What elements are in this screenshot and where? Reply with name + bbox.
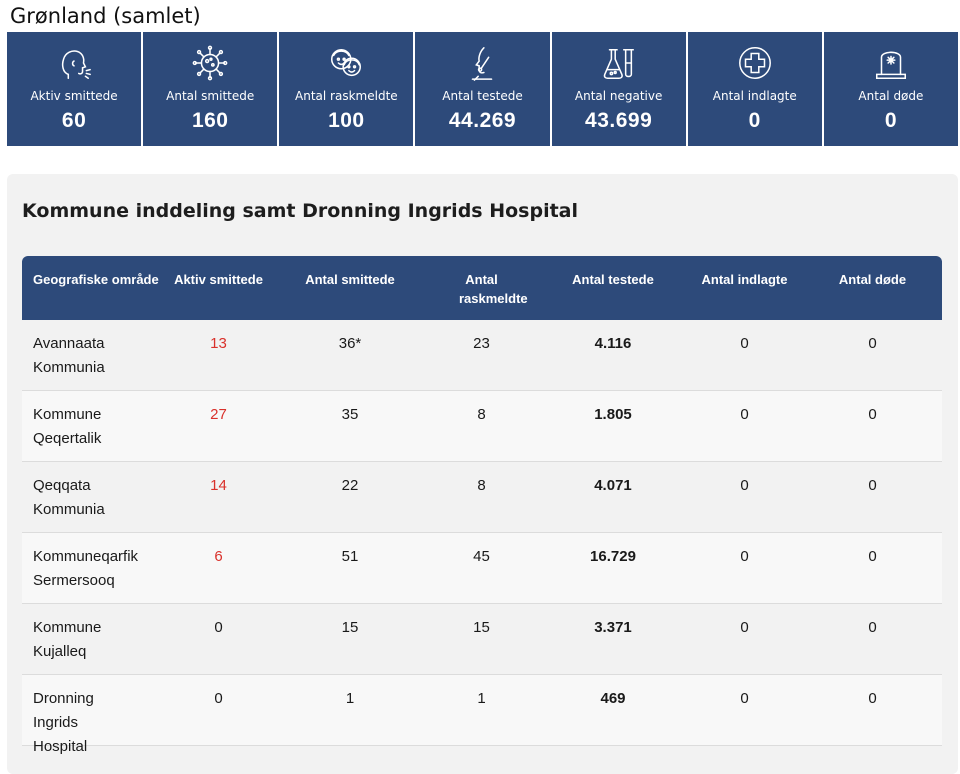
medical-cross-icon — [736, 40, 774, 86]
table-row: Qeqqata Kommunia 14 22 8 4.071 0 0 — [22, 462, 942, 533]
active-cell: 0 — [214, 690, 223, 707]
table-row: Kommune Kujalleq 0 15 15 3.371 0 0 — [22, 604, 942, 675]
stat-value: 0 — [884, 109, 897, 132]
stat-value: 160 — [191, 109, 229, 132]
table-header: Geografiske område Aktiv smittede Antal … — [22, 256, 942, 320]
stat-value: 43.699 — [585, 109, 653, 132]
municipality-table: Geografiske område Aktiv smittede Antal … — [22, 256, 942, 755]
table-row: Kommuneqarfik Sermersooq 6 51 45 16.729 … — [22, 533, 942, 604]
table-row: Avannaata Kommunia 13 36* 23 4.116 0 0 — [22, 320, 942, 391]
active-cell: 0 — [214, 619, 223, 636]
stat-label: Antal negative — [574, 89, 663, 103]
stat-value: 0 — [748, 109, 761, 132]
deaths-cell: 0 — [868, 548, 877, 565]
stats-bar: Aktiv smittede 60 Antal smittede 160 — [7, 32, 958, 146]
gravestone-icon — [872, 40, 910, 86]
column-header: Antal smittede — [305, 272, 395, 287]
tested-cell: 1.805 — [594, 406, 632, 423]
area-name: Kommune Kujalleq — [33, 619, 102, 660]
admitted-cell: 0 — [740, 619, 749, 636]
tested-cell: 16.729 — [590, 548, 636, 565]
tested-cell: 469 — [600, 690, 626, 707]
stat-value: 100 — [328, 109, 365, 132]
recovered-cell: 8 — [477, 477, 486, 494]
admitted-cell: 0 — [740, 690, 749, 707]
active-cell: 13 — [210, 335, 227, 352]
area-name: Kommuneqarfik Sermersooq — [33, 548, 139, 589]
stat-total-infected: Antal smittede 160 — [143, 32, 280, 146]
active-cell: 6 — [214, 548, 223, 565]
infected-cell: 51 — [341, 548, 359, 565]
stat-active-infected: Aktiv smittede 60 — [7, 32, 144, 146]
stat-label: Antal døde — [858, 89, 924, 103]
tested-cell: 3.371 — [594, 619, 632, 636]
page-title: Grønland (samlet) — [10, 4, 201, 28]
admitted-cell: 0 — [740, 548, 749, 565]
deaths-cell: 0 — [868, 477, 877, 494]
table-row: Kommune Qeqertalik 27 35 8 1.805 0 0 — [22, 391, 942, 462]
column-header: Antal testede — [572, 272, 654, 287]
table-row: Dronning Ingrids Hospital 0 1 1 469 0 0 — [22, 675, 942, 755]
column-header: Geografiske område — [33, 272, 159, 287]
infected-cell: 22 — [341, 477, 359, 494]
deaths-cell: 0 — [868, 335, 877, 352]
area-name: Dronning Ingrids Hospital — [33, 690, 94, 755]
virus-icon — [191, 40, 229, 86]
area-name: Kommune Qeqertalik — [33, 406, 102, 447]
healthy-people-icon — [327, 40, 365, 86]
admitted-cell: 0 — [740, 335, 749, 352]
stat-label: Aktiv smittede — [30, 89, 118, 103]
admitted-cell: 0 — [740, 406, 749, 423]
deaths-cell: 0 — [868, 619, 877, 636]
stat-value: 60 — [61, 109, 87, 132]
infected-cell: 15 — [341, 619, 359, 636]
stat-admitted: Antal indlagte 0 — [688, 32, 824, 146]
admitted-cell: 0 — [740, 477, 749, 494]
stat-recovered: Antal raskmeldte 100 — [279, 32, 416, 146]
recovered-cell: 8 — [477, 406, 486, 423]
active-cell: 27 — [210, 406, 227, 423]
recovered-cell: 45 — [473, 548, 490, 565]
stat-deaths: Antal døde 0 — [824, 32, 958, 146]
infected-cell: 1 — [345, 690, 355, 707]
recovered-cell: 23 — [473, 335, 490, 352]
table-body: Avannaata Kommunia 13 36* 23 4.116 0 0 K… — [22, 320, 942, 755]
infected-cell: 36* — [338, 335, 362, 352]
stat-tested: Antal testede 44.269 — [415, 32, 552, 146]
stat-label: Antal raskmeldte — [295, 89, 398, 103]
tested-cell: 4.116 — [594, 335, 632, 352]
area-name: Qeqqata Kommunia — [33, 477, 105, 518]
recovered-cell: 15 — [473, 619, 490, 636]
area-name: Avannaata Kommunia — [33, 335, 105, 376]
column-header: Antal døde — [838, 272, 907, 287]
coughing-person-icon — [55, 40, 93, 86]
stat-label: Antal indlagte — [712, 89, 797, 103]
infected-cell: 35 — [341, 406, 359, 423]
deaths-cell: 0 — [868, 690, 877, 707]
tested-cell: 4.071 — [594, 477, 632, 494]
column-header: Antal raskmeldte — [459, 272, 528, 306]
municipality-panel: Kommune inddeling samt Dronning Ingrids … — [7, 174, 958, 774]
stat-label: Antal testede — [442, 89, 523, 103]
stat-label: Antal smittede — [166, 89, 255, 103]
deaths-cell: 0 — [868, 406, 877, 423]
lab-flask-icon — [600, 40, 638, 86]
stat-negative: Antal negative 43.699 — [552, 32, 688, 146]
stat-value: 44.269 — [448, 109, 517, 132]
panel-title: Kommune inddeling samt Dronning Ingrids … — [22, 200, 579, 222]
active-cell: 14 — [210, 477, 227, 494]
column-header: Antal indlagte — [701, 272, 788, 287]
recovered-cell: 1 — [477, 690, 486, 707]
column-header: Aktiv smittede — [174, 272, 263, 287]
nose-swab-test-icon — [463, 40, 501, 86]
